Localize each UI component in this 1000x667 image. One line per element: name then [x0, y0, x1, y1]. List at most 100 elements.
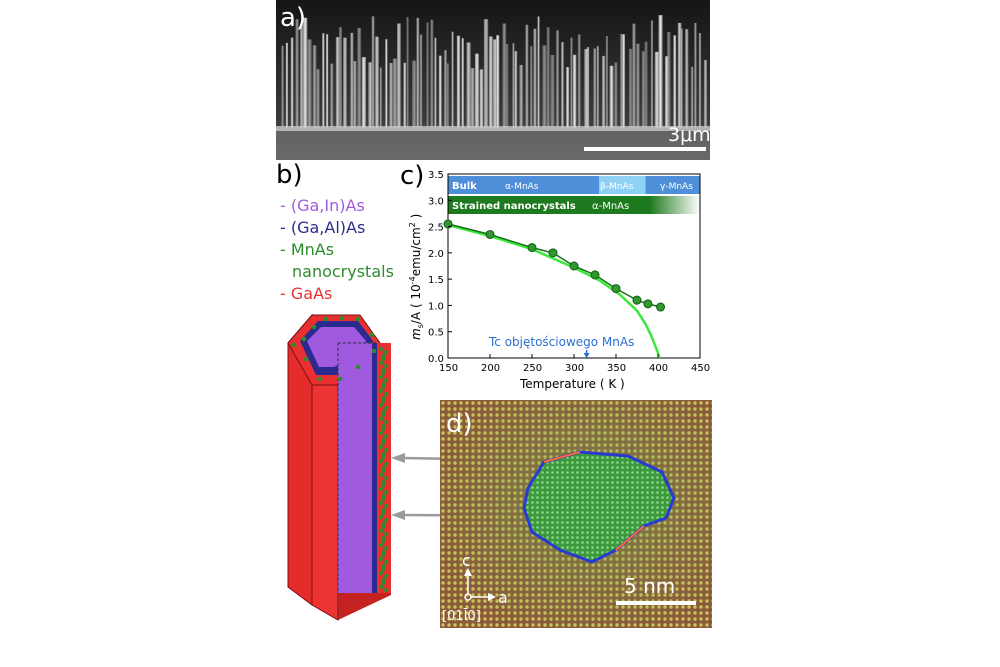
nanocrystal-dot	[383, 461, 389, 467]
y-tick-label: 2.5	[428, 223, 444, 234]
nanowire	[677, 22, 682, 128]
nanowire	[570, 37, 573, 128]
nanowire	[295, 19, 299, 128]
x-tick-label: 150	[439, 363, 458, 374]
nanowire	[357, 28, 362, 129]
nanocrystal-dot	[378, 458, 384, 464]
nanocrystal-dot	[378, 514, 384, 520]
nanocrystal-dot	[383, 489, 389, 495]
nanocrystal-dot	[378, 430, 384, 436]
nanocrystal-dot	[378, 486, 384, 492]
legend-panel: b) - (Ga,In)As - (Ga,Al)As - MnAs nanocr…	[276, 158, 426, 308]
tem-svg: d) 5 nm c a [01Ī0]	[440, 400, 712, 628]
nanowire	[361, 57, 366, 129]
nanocrystal-dot	[380, 356, 386, 362]
tc-annotation: Tc objętościowego MnAs	[488, 335, 634, 349]
nanocrystal-dot	[291, 342, 297, 348]
nanocrystal-dot	[383, 447, 389, 453]
nanowire	[496, 35, 500, 128]
magnetization-chart: c) 150 200 250 300 350 400 450 0.0 0.5 1.0 1.5 2.0 2…	[400, 160, 720, 400]
x-tick-label: 200	[481, 363, 500, 374]
nanocrystal-dot	[380, 454, 386, 460]
strained-label: Strained nanocrystals	[452, 201, 576, 212]
panel-label-c: c)	[400, 161, 424, 191]
nanowire	[596, 46, 599, 128]
nanocrystal-dot	[339, 315, 345, 321]
nanowire	[438, 55, 442, 128]
nanowire	[556, 30, 559, 128]
nanocrystal-dot	[383, 433, 389, 439]
bulk-beta-label: β-MnAs	[600, 182, 634, 192]
nanowire	[470, 68, 475, 128]
nanowire	[343, 37, 347, 129]
nanowire	[312, 45, 317, 128]
nanocrystal-dot	[383, 475, 389, 481]
x-tick-label: 250	[523, 363, 542, 374]
nanocrystal-dot	[383, 405, 389, 411]
nanowire	[474, 53, 479, 128]
nanowire	[605, 36, 609, 128]
nanocrystal-dot	[383, 363, 389, 369]
nanocrystal-dot	[380, 370, 386, 376]
bulk-gamma-band	[645, 176, 700, 194]
nanocrystal-dot	[380, 440, 386, 446]
bulk-gamma-label: γ-MnAs	[660, 182, 693, 192]
nanocrystal-dot	[380, 426, 386, 432]
data-point	[485, 229, 495, 239]
nanowire	[561, 42, 564, 129]
nanowire	[533, 28, 537, 129]
nanowire	[397, 23, 401, 128]
nanowire	[593, 48, 597, 128]
nanowire	[456, 35, 461, 128]
nanowire	[577, 34, 581, 129]
y-tick-label: 0.0	[428, 354, 444, 365]
nanocrystal-dot	[380, 552, 386, 558]
mnas-nanocrystal-dots	[291, 315, 389, 593]
nanocrystal-dot	[383, 559, 389, 565]
nanocrystal-dot	[380, 524, 386, 530]
nanocrystal-dot	[378, 500, 384, 506]
nanowire	[650, 20, 654, 128]
nanowire	[406, 17, 409, 129]
nanocrystal-dot	[383, 391, 389, 397]
x-axis-label: Temperature ( K )	[519, 377, 625, 391]
nanowire	[290, 37, 294, 128]
nanocrystal-dot	[383, 573, 389, 579]
y-axis-label: ms/A ( 10-4emu/cm2 )	[408, 214, 425, 340]
x-tick-label: 300	[565, 363, 584, 374]
zone-axis-label: [01Ī0]	[442, 609, 481, 624]
nanocrystal-dot	[380, 538, 386, 544]
nanocrystal-dot	[323, 316, 329, 322]
nanocrystal-dot	[337, 376, 343, 382]
scale-bar-label: 3μm	[668, 124, 710, 146]
data-point	[443, 219, 453, 229]
nanowire-forest: 3μm a)	[276, 0, 710, 160]
nanowire	[419, 34, 423, 129]
nanowire	[434, 37, 437, 128]
panel-label-a: a)	[280, 3, 306, 33]
nanowire	[392, 58, 398, 128]
tc-arrow	[583, 350, 590, 358]
nanowire	[667, 32, 671, 129]
nanowire	[546, 27, 550, 128]
nanowire-schematic	[280, 305, 400, 625]
nanowire	[335, 37, 340, 128]
nanocrystal-dot	[378, 528, 384, 534]
nanowire	[703, 59, 708, 129]
axis-a-label: a	[498, 588, 508, 607]
nanocrystal-dot	[380, 580, 386, 586]
nanowire	[461, 38, 464, 128]
nanocrystal-dot	[378, 472, 384, 478]
nanowire	[665, 56, 669, 128]
panel-label-d: d)	[446, 409, 473, 439]
nanowire	[379, 67, 382, 128]
nanowire	[326, 34, 329, 128]
nanocrystal-dot	[380, 398, 386, 404]
data-point	[590, 270, 600, 280]
nanowire	[632, 23, 636, 128]
ylabel-sq: 2	[408, 222, 417, 227]
ylabel-close: )	[409, 214, 423, 223]
panel-label-b: b)	[276, 160, 303, 190]
legend-mnas: - MnAs	[280, 240, 335, 259]
nanocrystal-dot	[378, 388, 384, 394]
